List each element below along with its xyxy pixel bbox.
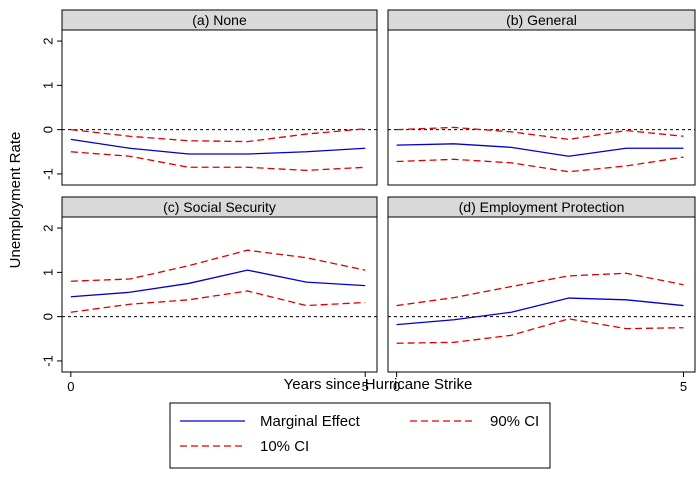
y-axis-label: Unemployment Rate [7,132,24,269]
series-line [396,318,684,344]
series-line [70,290,366,313]
plot-frame [61,216,378,373]
legend-label: 10% CI [260,438,309,455]
x-tick-label: 5 [680,379,687,394]
series-line [70,151,366,172]
legend-label: Marginal Effect [260,413,361,430]
series-line [396,143,684,157]
y-tick-label: -1 [40,168,55,180]
y-tick-label: 1 [40,269,55,276]
y-tick-label: -1 [40,355,55,367]
series-line [70,138,366,155]
x-axis-label: Years since Hurricane Strike [284,376,473,393]
x-tick-label: 0 [393,379,400,394]
plot-frame [387,29,696,186]
plot-frame [61,29,378,186]
y-tick-label: 2 [40,224,55,231]
x-tick-label: 5 [362,379,369,394]
y-tick-label: 0 [40,313,55,320]
y-tick-label: 2 [40,37,55,44]
series-line [70,269,366,298]
panel-title: (a) None [192,12,247,28]
series-line [396,126,684,141]
legend [169,402,551,469]
series-line [70,249,366,282]
series-line [396,297,684,326]
plot-frame [387,216,696,373]
legend-label: 90% CI [490,413,539,430]
y-tick-label: 1 [40,82,55,89]
series-line [396,156,684,173]
y-tick-label: 0 [40,126,55,133]
panel-title: (d) Employment Protection [459,199,625,215]
panel-title: (b) General [506,12,577,28]
series-line [396,272,684,307]
x-tick-label: 0 [67,379,74,394]
panel-title: (c) Social Security [163,199,276,215]
series-line [70,128,366,143]
